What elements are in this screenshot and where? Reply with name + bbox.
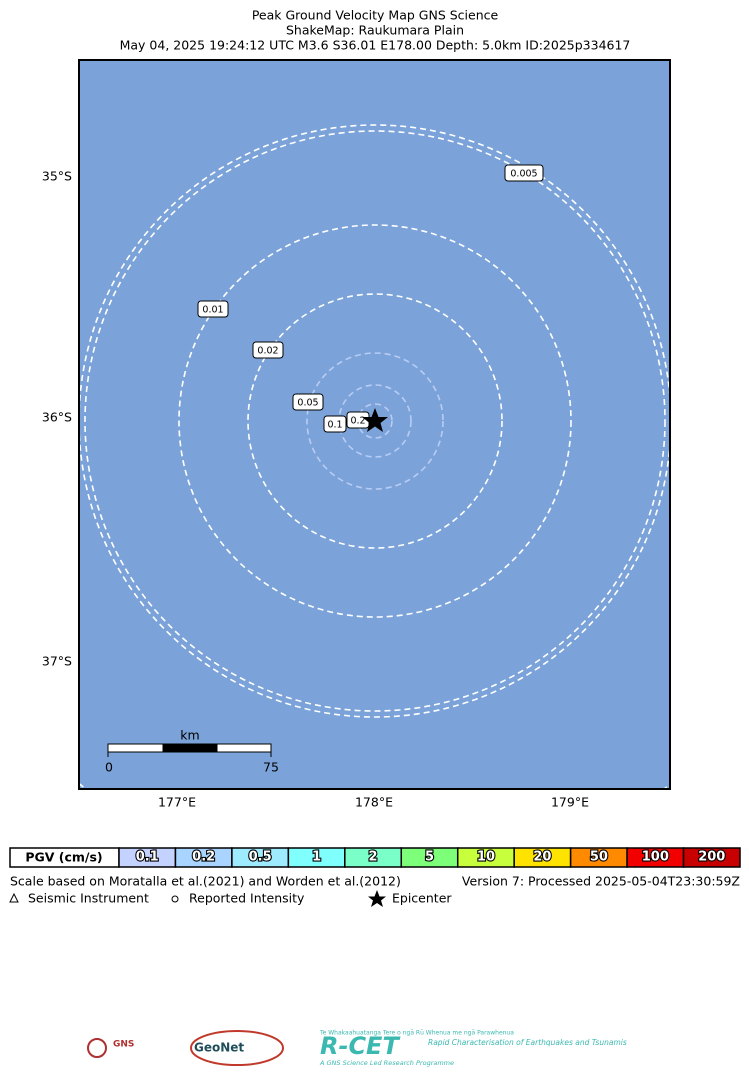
logo-text: A GNS Science Led Research Programme — [319, 1059, 454, 1067]
contour-label: 0.005 — [510, 169, 537, 180]
scale-seg — [107, 743, 164, 753]
logo-text: GeoNet — [194, 1041, 244, 1055]
contour-label: 0.01 — [202, 305, 223, 316]
colorbar-label: 0.1 — [136, 850, 159, 865]
logo-text: R-CET — [320, 1032, 400, 1060]
logo-text: Rapid Characterisation of Earthquakes an… — [428, 1038, 627, 1047]
lon-label: 177°E — [158, 795, 196, 810]
gns-icon — [87, 1038, 107, 1058]
contour-label: 0.05 — [297, 398, 318, 409]
map-frame — [78, 59, 671, 790]
colorbar-label: 1 — [312, 850, 321, 865]
scale-seg — [162, 743, 218, 753]
logo-text: GNS — [113, 1040, 134, 1050]
star-icon — [368, 890, 386, 907]
colorbar-label: 0.2 — [192, 850, 215, 865]
scale-seg — [216, 743, 272, 753]
colorbar-label: 100 — [642, 850, 669, 865]
contour — [306, 352, 444, 490]
scale-end: 75 — [263, 760, 279, 775]
scale-bar: km 0 75 — [105, 728, 279, 775]
label-box — [252, 341, 284, 359]
geonet-ring — [190, 1030, 284, 1066]
contour-label: 0.02 — [257, 346, 278, 357]
legend-item: Reported Intensity — [189, 891, 305, 906]
legend-item: Seismic Instrument — [28, 891, 149, 906]
colorbar: PGV (cm/s) 0.1 0.2 0.5 1 2 5 10 20 50 100 200 — [9, 847, 741, 868]
colorbar-label: 2 — [369, 850, 378, 865]
contour-label: 0.2 — [350, 416, 365, 427]
lon-label: 179°E — [551, 795, 589, 810]
version-note: Version 7: Processed 2025-05-04T23:30:59… — [462, 874, 740, 889]
colorbar-label: 10 — [477, 850, 495, 865]
label-box — [504, 164, 544, 182]
subtitle: ShakeMap: Raukumara Plain — [286, 23, 464, 38]
scale-note: Scale based on Moratalla et al.(2021) an… — [10, 874, 401, 889]
lon-label: 178°E — [355, 795, 393, 810]
contour — [79, 124, 670, 718]
colorbar-title: PGV (cm/s) — [25, 850, 102, 865]
colorbar-cell — [682, 847, 741, 868]
title: Peak Ground Velocity Map GNS Science — [252, 8, 499, 23]
event-info: May 04, 2025 19:24:12 UTC M3.6 S36.01 E1… — [120, 38, 631, 53]
epicenter-star — [362, 408, 388, 432]
contours — [79, 124, 670, 789]
scale-unit: km — [180, 728, 199, 743]
contour — [84, 130, 666, 712]
colorbar-label: 50 — [590, 850, 608, 865]
colorbar-label: 0.5 — [249, 850, 272, 865]
contour — [247, 293, 503, 549]
lat-label: 36°S — [42, 410, 72, 425]
contour-labels: 0.005 0.01 0.02 0.05 0.1 0.2 — [197, 164, 544, 433]
colorbar-label: 20 — [533, 850, 551, 865]
contour — [178, 224, 572, 618]
circle-icon — [171, 895, 179, 903]
label-box — [292, 393, 324, 411]
logos: GNS GeoNet Te Whakaahuatanga Tere o ngā … — [87, 1030, 627, 1067]
label-box — [197, 300, 229, 318]
lat-label: 37°S — [42, 654, 72, 669]
triangle-icon — [9, 892, 19, 903]
logo-text: Te Whakaahuatanga Tere o ngā Rū Whenua m… — [319, 1030, 514, 1037]
colorbar-label: 200 — [698, 850, 725, 865]
contour-label: 0.1 — [327, 420, 342, 431]
colorbar-label: 5 — [425, 850, 434, 865]
label-box — [323, 415, 347, 433]
lat-label: 35°S — [42, 169, 72, 184]
legend-item: Epicenter — [392, 891, 452, 906]
scale-start: 0 — [105, 760, 113, 775]
